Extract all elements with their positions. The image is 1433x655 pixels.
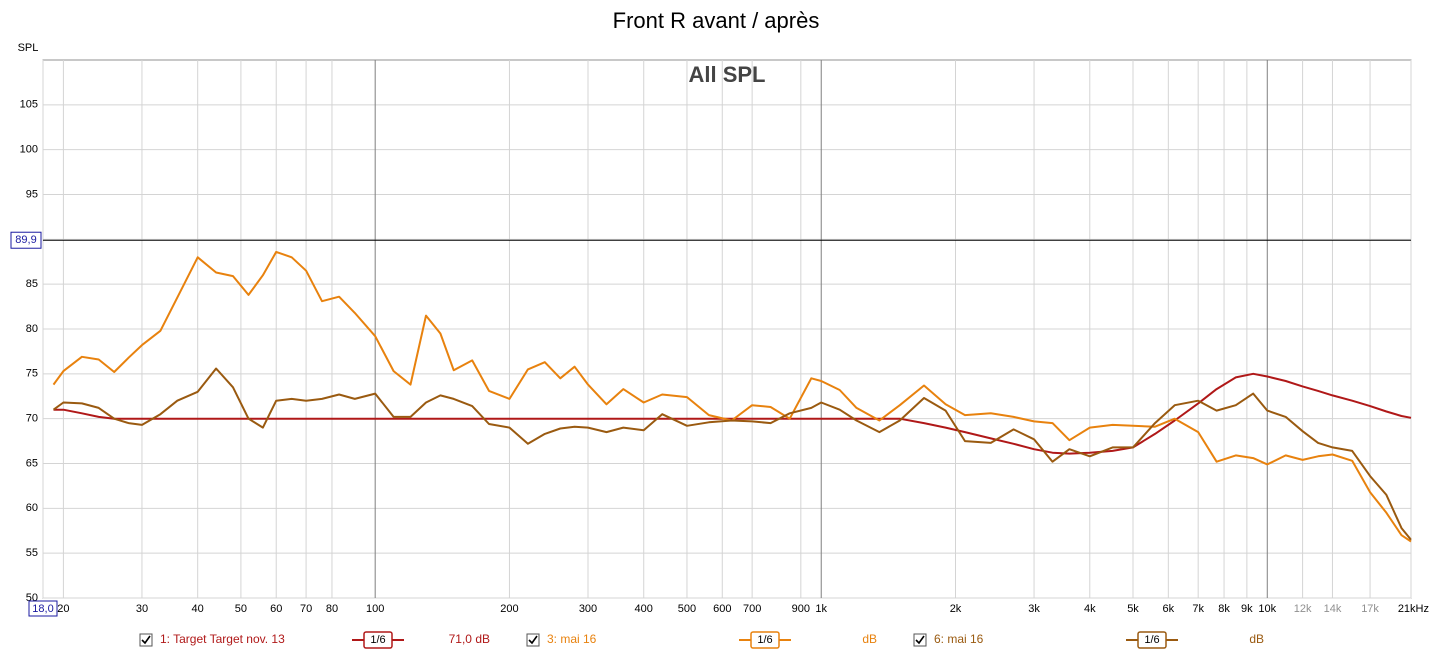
x-tick-label: 21kHz	[1398, 603, 1429, 615]
annotation: All SPL	[688, 62, 765, 87]
x-tick-label: 300	[579, 603, 597, 615]
x-tick-label: 50	[235, 603, 247, 615]
y-tick-label: 60	[26, 502, 38, 514]
x-tick-label: 6k	[1163, 603, 1175, 615]
legend-level: dB	[862, 632, 877, 646]
legend-level: 71,0 dB	[449, 632, 490, 646]
legend-smoothing: 1/6	[757, 634, 772, 646]
lines	[52, 250, 1412, 543]
y-tick-label: 95	[26, 188, 38, 200]
legend-smoothing: 1/6	[370, 634, 385, 646]
x-tick-label: 70	[300, 603, 312, 615]
y-tick-label: 65	[26, 457, 38, 469]
x-tick-label: 20	[57, 603, 69, 615]
legend-check	[141, 635, 151, 645]
chart-title: Front R avant / après	[613, 8, 820, 33]
legend-checkbox[interactable]	[139, 633, 153, 647]
series-line	[52, 367, 1412, 541]
series-line	[52, 250, 1412, 543]
grid	[42, 60, 1412, 599]
x-tick-label: 18,0	[32, 603, 53, 615]
y-tick-label: 105	[20, 99, 38, 111]
y-tick-label: 100	[20, 144, 38, 156]
y-tick-label: 55	[26, 547, 38, 559]
x-tick-label: 5k	[1127, 603, 1139, 615]
legend-checkbox[interactable]	[913, 633, 927, 647]
x-tick-label: 10k	[1258, 603, 1276, 615]
legend: 1: Target Target nov. 13 1/6 71,0 dB 3: mai…	[139, 631, 1264, 649]
legend-name: 3: mai 16	[547, 632, 597, 646]
x-tick-label: 1k	[815, 603, 827, 615]
series-line	[53, 372, 1412, 455]
x-tick-label: 80	[326, 603, 338, 615]
x-tick-label: 500	[678, 603, 696, 615]
labels: 5055606570758085909510010518,02030405060…	[10, 99, 1429, 617]
x-tick-label: 60	[270, 603, 282, 615]
x-tick-label: 9k	[1241, 603, 1253, 615]
cursor-label: 89,9	[15, 234, 36, 246]
legend-name: 6: mai 16	[934, 632, 984, 646]
x-tick-label: 7k	[1192, 603, 1204, 615]
legend-name: 1: Target Target nov. 13	[160, 632, 285, 646]
x-tick-label: 100	[366, 603, 384, 615]
x-tick-label: 14k	[1324, 603, 1342, 615]
x-tick-label: 400	[635, 603, 653, 615]
y-axis-label: SPL	[18, 42, 39, 54]
cursor-box	[10, 231, 42, 249]
x-tick-label: 8k	[1218, 603, 1230, 615]
x-start-box	[28, 600, 58, 617]
legend-check	[915, 635, 925, 645]
y-tick-label: 80	[26, 323, 38, 335]
x-tick-label: 200	[500, 603, 518, 615]
x-tick-label: 40	[192, 603, 204, 615]
x-tick-label: 30	[136, 603, 148, 615]
y-tick-label: 70	[26, 413, 38, 425]
legend-checkbox[interactable]	[526, 633, 540, 647]
x-tick-label: 17k	[1361, 603, 1379, 615]
x-tick-label: 3k	[1028, 603, 1040, 615]
legend-smoothing-box[interactable]	[1137, 631, 1167, 649]
x-tick-label: 600	[713, 603, 731, 615]
x-tick-label: 900	[792, 603, 810, 615]
legend-level: dB	[1249, 632, 1264, 646]
y-tick-label: 75	[26, 368, 38, 380]
legend-smoothing-box[interactable]	[363, 631, 393, 649]
legend-smoothing: 1/6	[1144, 634, 1159, 646]
y-tick-label: 85	[26, 278, 38, 290]
legend-check	[528, 635, 538, 645]
x-tick-label: 4k	[1084, 603, 1096, 615]
x-tick-label: 700	[743, 603, 761, 615]
x-tick-label: 12k	[1294, 603, 1312, 615]
x-tick-label: 2k	[950, 603, 962, 615]
legend-smoothing-box[interactable]	[750, 631, 780, 649]
